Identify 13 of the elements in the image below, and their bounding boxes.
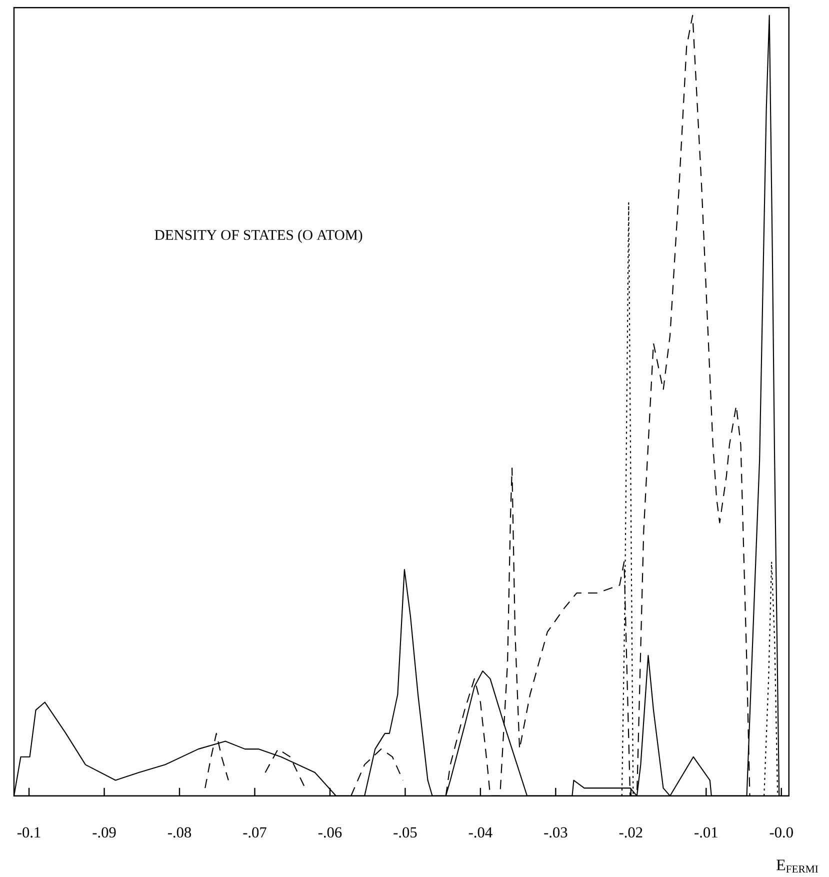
x-tick-label: -.04: [468, 827, 492, 838]
x-tick-label: -.06: [318, 827, 342, 838]
x-tick-label: -.09: [92, 827, 116, 838]
x-tick-label: -.01: [694, 827, 718, 838]
text: DENSITY OF STATES (O ATOM): [154, 230, 362, 243]
x-tick-label: -.08: [168, 827, 192, 838]
x-tick-label: -.07: [243, 827, 266, 838]
x-axis-title: E$_{FERMI}$: [776, 860, 818, 873]
x-tick-label: -.05: [394, 827, 417, 838]
x-tick-label: -.03: [544, 827, 568, 838]
x-tick-label: -.02: [619, 827, 642, 838]
x-tick-label: -0.0: [770, 827, 793, 838]
x-tick-label: -0.1: [18, 827, 40, 838]
